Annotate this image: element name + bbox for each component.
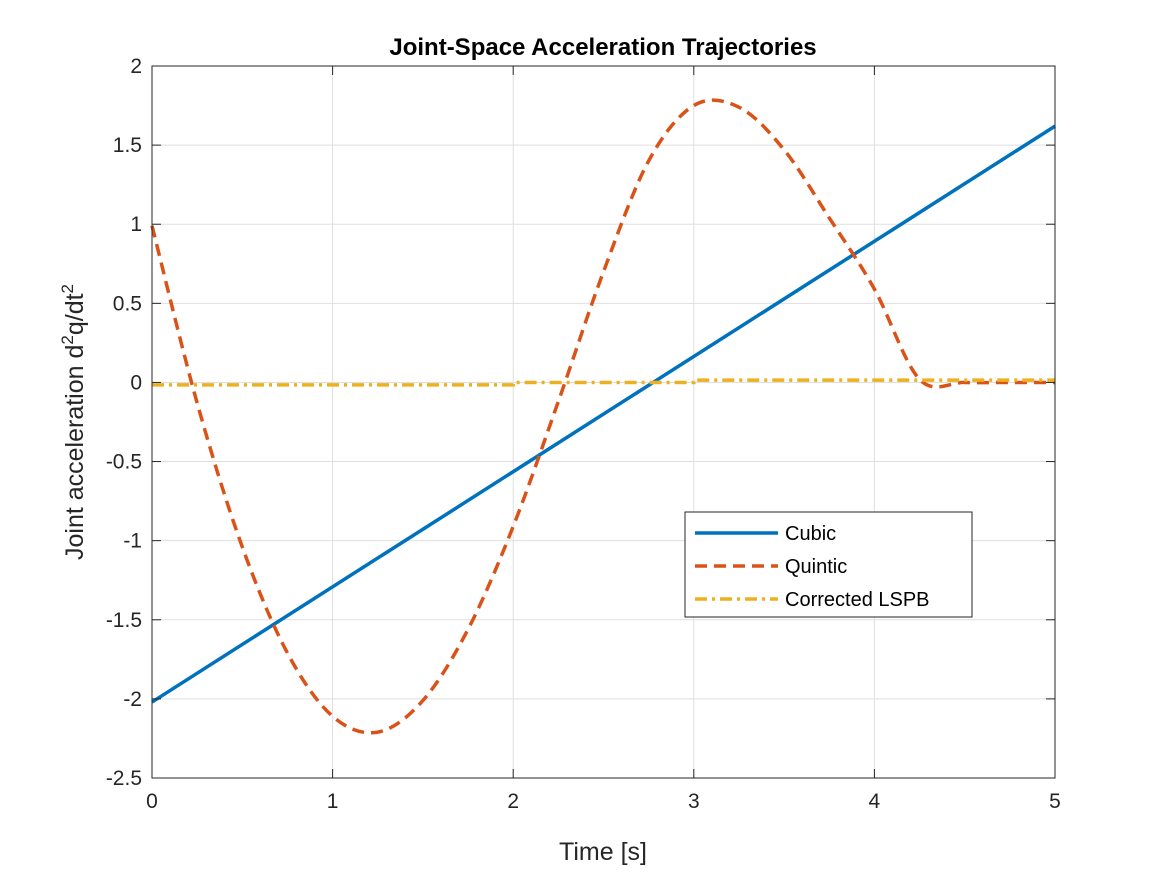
y-tick-label: 1.5 xyxy=(113,134,142,157)
plot-area xyxy=(152,66,1055,778)
x-axis-label: Time [s] xyxy=(559,838,647,866)
y-tick-label: -0.5 xyxy=(106,451,142,474)
series-line-cubic xyxy=(151,124,1056,704)
y-tick-label: -2.5 xyxy=(106,767,142,790)
chart-title: Joint-Space Acceleration Trajectories xyxy=(389,34,816,61)
x-tick-label: 1 xyxy=(327,790,339,813)
y-axis-label-main: Joint acceleration d xyxy=(61,345,89,560)
series-layer xyxy=(150,98,1056,735)
y-tick-label: -1.5 xyxy=(106,609,142,632)
series-line-quintic xyxy=(150,98,1055,735)
plot-frame xyxy=(151,65,1056,779)
legend-label-corrected-lspb: Corrected LSPB xyxy=(785,589,930,611)
legend-label-cubic: Cubic xyxy=(785,523,836,545)
x-tick-label: 3 xyxy=(688,790,700,813)
x-tick-label: 2 xyxy=(507,790,519,813)
y-axis-label-mid: q/dt xyxy=(61,293,89,335)
legend: Cubic Quintic Corrected LSPB xyxy=(684,511,973,618)
y-tick-label: 0 xyxy=(130,371,142,394)
y-tick-label: -1 xyxy=(123,530,142,553)
legend-box xyxy=(684,511,973,618)
y-axis-label: Joint acceleration d2q/dt2 xyxy=(58,284,89,560)
y-tick-label: 2 xyxy=(130,55,142,78)
series-line-corrected-lspb xyxy=(152,378,1055,387)
y-tick-labels: -2.5 -2 -1.5 -1 -0.5 0 0.5 1 1.5 2 xyxy=(106,55,142,790)
x-tick-label: 4 xyxy=(869,790,881,813)
x-tick-label: 0 xyxy=(146,790,158,813)
y-axis-label-sup1: 2 xyxy=(58,335,77,344)
y-axis-label-sup2: 2 xyxy=(58,284,77,293)
x-tick-labels: 0 1 2 3 4 5 xyxy=(146,790,1061,813)
x-tick-label: 5 xyxy=(1049,790,1061,813)
y-tick-label: 0.5 xyxy=(113,292,142,315)
axis-ticks xyxy=(151,65,1056,779)
legend-label-quintic: Quintic xyxy=(785,556,847,578)
y-tick-label: 1 xyxy=(130,213,142,236)
y-tick-label: -2 xyxy=(123,688,142,711)
